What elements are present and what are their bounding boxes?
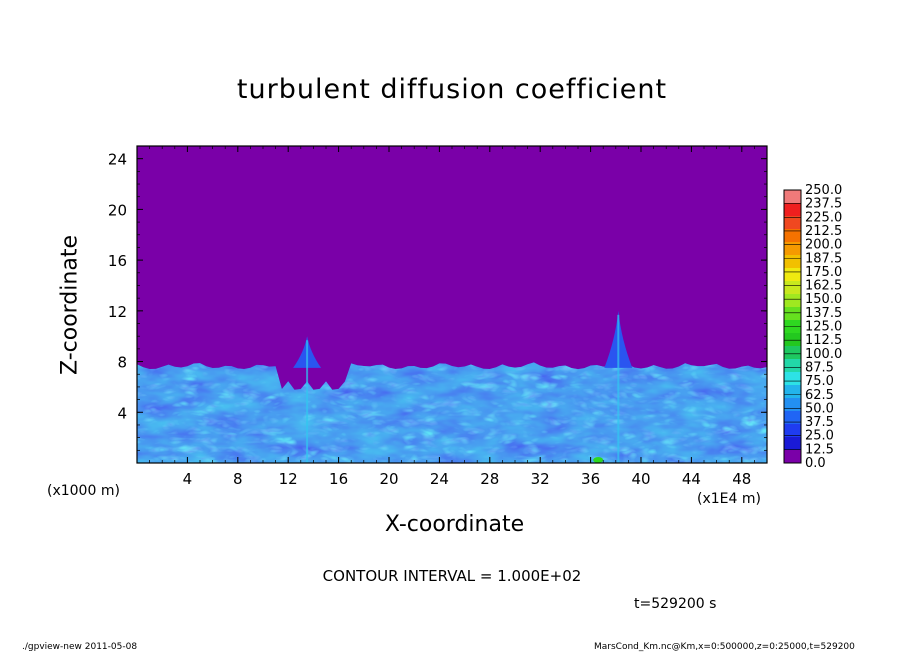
colorbar-label: 237.5 <box>805 197 842 212</box>
colorbar-label: 225.0 <box>805 210 842 225</box>
colorbar-label: 87.5 <box>805 360 834 375</box>
x-tick-label: 28 <box>480 470 499 488</box>
colorbar-label: 187.5 <box>805 251 842 266</box>
x-tick-label: 8 <box>233 470 243 488</box>
time-label: t=529200 s <box>634 596 717 612</box>
x-unit-right: (x1E4 m) <box>697 491 761 507</box>
colorbar-swatch <box>784 255 801 268</box>
colorbar-swatch <box>784 450 801 463</box>
boundary-layer-eddies <box>137 361 767 463</box>
y-tick-label: 12 <box>108 303 127 321</box>
footer-right: MarsCond_Km.nc@Km,x=0:500000,z=0:25000,t… <box>594 642 855 652</box>
y-tick-label: 24 <box>108 151 127 169</box>
y-tick-label: 16 <box>108 252 127 270</box>
colorbar-swatch <box>784 346 801 359</box>
x-tick-label: 40 <box>631 470 650 488</box>
high-value-spot <box>593 457 604 463</box>
colorbar-label: 0.0 <box>805 456 826 471</box>
y-axis-label: Z-coordinate <box>57 235 83 375</box>
colorbar-label: 37.5 <box>805 415 834 430</box>
colorbar-swatch <box>784 203 801 216</box>
colorbar-label: 137.5 <box>805 306 842 321</box>
colorbar-label: 175.0 <box>805 265 842 280</box>
colorbar-label: 200.0 <box>805 238 842 253</box>
colorbar-swatch <box>784 216 801 229</box>
colorbar-label: 50.0 <box>805 401 834 416</box>
contour-interval-label: CONTOUR INTERVAL = 1.000E+02 <box>322 567 582 585</box>
colorbar-swatch <box>784 294 801 307</box>
x-tick-label: 48 <box>732 470 751 488</box>
footer-left: ./gpview-new 2011-05-08 <box>22 642 138 652</box>
colorbar-swatch <box>784 437 801 450</box>
colorbar-swatch <box>784 385 801 398</box>
x-tick-label: 32 <box>531 470 550 488</box>
x-tick-label: 36 <box>581 470 600 488</box>
colorbar-swatch <box>784 398 801 411</box>
y-tick-label: 8 <box>117 354 127 372</box>
colorbar-label: 162.5 <box>805 279 842 294</box>
colorbar-label: 125.0 <box>805 320 842 335</box>
colorbar-swatch <box>784 359 801 372</box>
colorbar-swatch <box>784 424 801 437</box>
x-tick-label: 16 <box>329 470 348 488</box>
colorbar-label: 150.0 <box>805 292 842 307</box>
plot-area <box>137 146 767 463</box>
colorbar-swatch <box>784 281 801 294</box>
x-tick-label: 24 <box>430 470 449 488</box>
colorbar-label: 12.5 <box>805 442 834 457</box>
colorbar-label: 212.5 <box>805 224 842 239</box>
colorbar: 0.012.525.037.550.062.575.087.5100.0112.… <box>783 183 842 471</box>
colorbar-swatch <box>784 307 801 320</box>
colorbar-label: 62.5 <box>805 388 834 403</box>
colorbar-label: 75.0 <box>805 374 834 389</box>
y-tick-label: 4 <box>117 404 127 422</box>
x-tick-label: 4 <box>183 470 193 488</box>
x-unit-left: (x1000 m) <box>47 483 120 499</box>
colorbar-swatch <box>784 229 801 242</box>
colorbar-swatch <box>784 372 801 385</box>
x-axis-label: X-coordinate <box>384 512 525 537</box>
colorbar-label: 250.0 <box>805 183 842 198</box>
colorbar-swatch <box>784 190 801 203</box>
colorbar-label: 100.0 <box>805 347 842 362</box>
x-tick-label: 12 <box>279 470 298 488</box>
colorbar-label: 25.0 <box>805 429 834 444</box>
colorbar-swatch <box>784 268 801 281</box>
x-tick-label: 20 <box>379 470 398 488</box>
y-tick-label: 20 <box>108 201 127 219</box>
colorbar-label: 112.5 <box>805 333 842 348</box>
colorbar-swatch <box>784 242 801 255</box>
x-tick-label: 44 <box>682 470 701 488</box>
colorbar-swatch <box>784 333 801 346</box>
chart-title: turbulent diffusion coefficient <box>236 74 668 105</box>
colorbar-swatch <box>784 411 801 424</box>
